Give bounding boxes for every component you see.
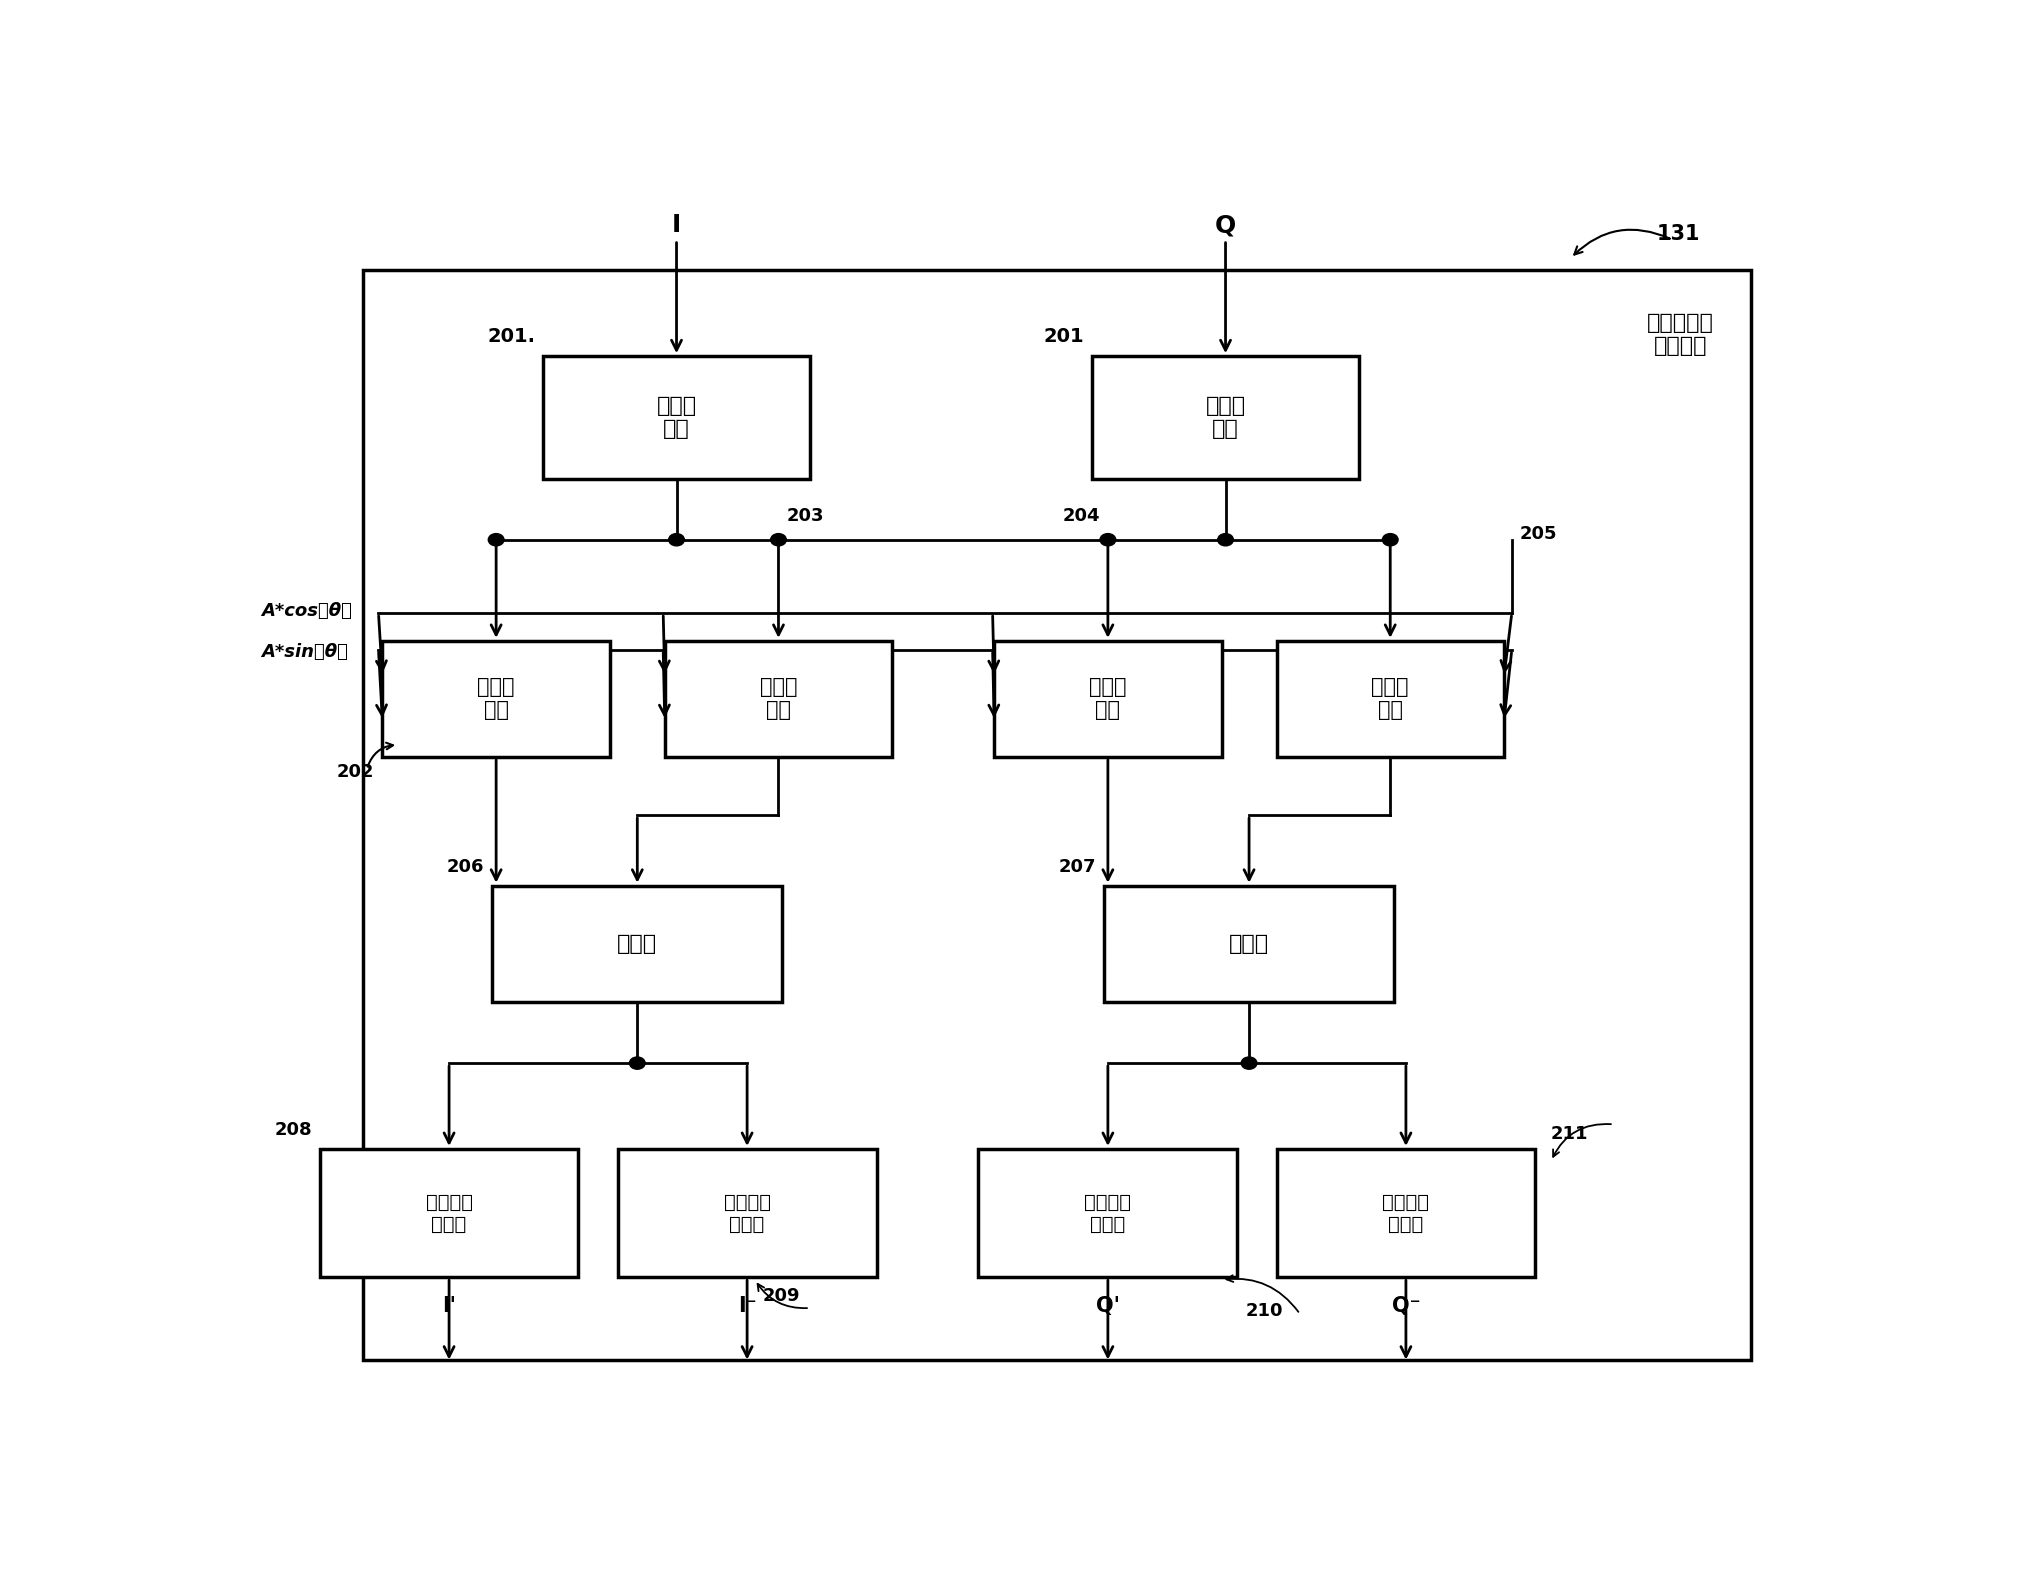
Text: A*cos（θ）: A*cos（θ） (261, 601, 352, 620)
Text: 204: 204 (1062, 507, 1101, 525)
Circle shape (488, 534, 504, 545)
Bar (977, 1150, 1236, 1277)
Circle shape (629, 1057, 645, 1068)
Circle shape (668, 534, 684, 545)
Bar (492, 886, 783, 1002)
Text: I: I (672, 213, 682, 237)
Text: I⁻: I⁻ (738, 1296, 757, 1317)
Text: 低通滤
波器: 低通滤 波器 (1206, 396, 1244, 439)
Bar (664, 641, 892, 757)
Text: 211: 211 (1550, 1124, 1588, 1143)
Text: 第二乘
法器: 第二乘 法器 (759, 677, 797, 720)
Text: Q: Q (1214, 213, 1236, 237)
Text: 210: 210 (1244, 1302, 1283, 1320)
Text: 第四乘
法器: 第四乘 法器 (1372, 677, 1408, 720)
Bar (362, 270, 1750, 1359)
Circle shape (1218, 534, 1232, 545)
Bar (1103, 886, 1394, 1002)
Text: 209: 209 (763, 1288, 799, 1305)
Text: Q⁻: Q⁻ (1392, 1296, 1420, 1317)
Text: 第一乘
法器: 第一乘 法器 (477, 677, 514, 720)
Text: A*sin（θ）: A*sin（θ） (261, 644, 348, 661)
Bar (1092, 356, 1357, 479)
Circle shape (1240, 1057, 1256, 1068)
Text: 加法器: 加法器 (617, 933, 657, 954)
Text: 第二同相
积分器: 第二同相 积分器 (1084, 1192, 1131, 1234)
Text: 201: 201 (1044, 328, 1084, 347)
Bar (1277, 1150, 1535, 1277)
Text: 202: 202 (338, 763, 374, 781)
Text: 206: 206 (447, 857, 483, 876)
Bar (382, 641, 609, 757)
Bar (993, 641, 1222, 757)
Text: 205: 205 (1519, 525, 1556, 542)
Bar (1277, 641, 1503, 757)
Text: 207: 207 (1058, 857, 1096, 876)
Text: 第一同相
积分器: 第一同相 积分器 (425, 1192, 471, 1234)
Bar (320, 1150, 579, 1277)
Text: 第一反相
积分器: 第一反相 积分器 (724, 1192, 771, 1234)
Text: 反射信号控
制子模块: 反射信号控 制子模块 (1647, 313, 1713, 356)
Text: 131: 131 (1657, 224, 1699, 243)
Text: 第三乘
法器: 第三乘 法器 (1088, 677, 1127, 720)
Text: I': I' (441, 1296, 455, 1317)
Circle shape (1101, 534, 1115, 545)
Bar (617, 1150, 876, 1277)
Text: Q': Q' (1094, 1296, 1119, 1317)
Text: 203: 203 (785, 507, 823, 525)
Circle shape (771, 534, 785, 545)
Text: 201.: 201. (488, 328, 534, 347)
Text: 208: 208 (273, 1121, 312, 1138)
Circle shape (1382, 534, 1398, 545)
Text: 低通滤
波器: 低通滤 波器 (655, 396, 696, 439)
Text: 第二反相
积分器: 第二反相 积分器 (1382, 1192, 1428, 1234)
Bar (542, 356, 809, 479)
Text: 减法器: 减法器 (1228, 933, 1268, 954)
